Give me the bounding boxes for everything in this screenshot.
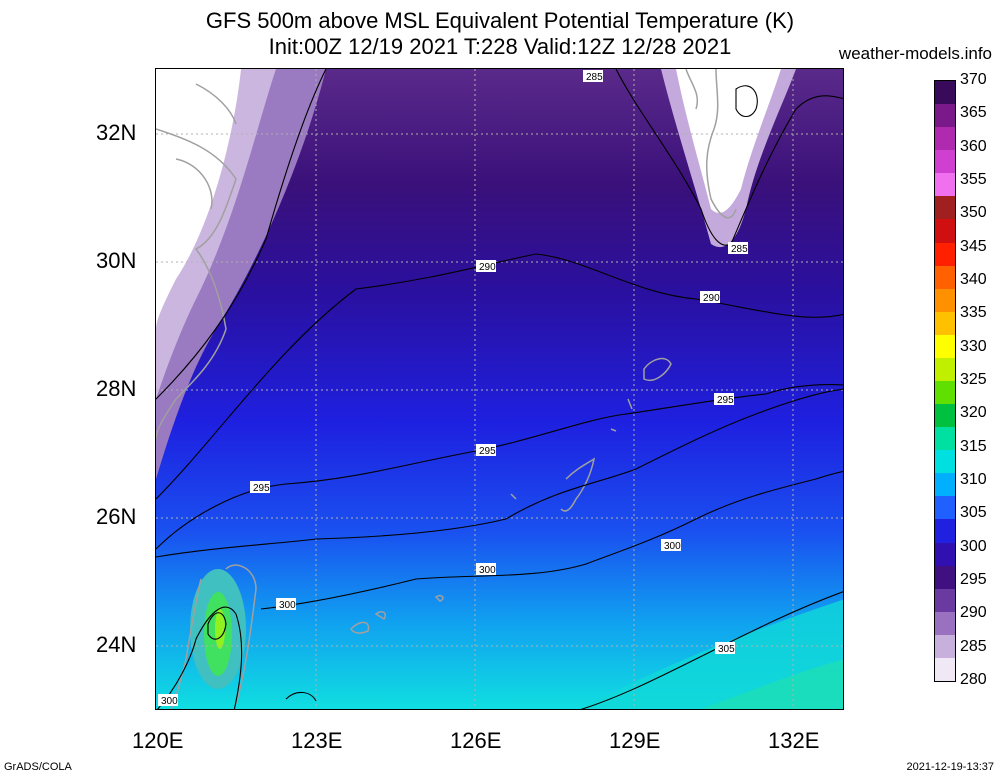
- lon-label-132e: 132E: [768, 728, 820, 753]
- chart-title: GFS 500m above MSL Equivalent Potential …: [0, 8, 1000, 60]
- colorbar-label: 355: [960, 171, 987, 188]
- colorbar-swatch: [935, 542, 955, 567]
- contour-label-285-east: 285: [731, 244, 748, 255]
- footer-timestamp: 2021-12-19-13:37: [906, 761, 994, 773]
- graticule: [156, 69, 843, 709]
- lon-label-123e: 123E: [291, 728, 343, 753]
- colorbar-swatch: [935, 242, 955, 267]
- colorbar-label: 280: [960, 671, 987, 688]
- colorbar-label: 350: [960, 204, 987, 222]
- colorbar-label: 325: [960, 371, 987, 388]
- lat-label-32n: 32N: [96, 120, 137, 145]
- site-credit: weather-models.info: [838, 44, 992, 63]
- colorbar-label: 285: [960, 637, 987, 655]
- colorbar-label: 320: [960, 404, 987, 422]
- colorbar-swatch: [935, 219, 955, 244]
- contour-label-305: 305: [718, 644, 735, 655]
- colorbar-swatch: [935, 381, 955, 405]
- contour-290: [156, 253, 843, 500]
- footer-software: GrADS/COLA: [4, 761, 72, 773]
- colorbar-label: 290: [960, 604, 987, 622]
- colorbar-swatch: [935, 173, 955, 197]
- colorbar-swatch: [935, 150, 955, 174]
- colorbar-swatch: [935, 196, 955, 220]
- contour-ne-loop: [735, 85, 758, 118]
- colorbar-swatch: [935, 265, 955, 290]
- colorbar-swatch: [935, 450, 955, 474]
- contour-label-295-east: 295: [717, 395, 734, 406]
- colorbar-swatch: [935, 404, 955, 428]
- colorbar-swatch: [935, 634, 955, 659]
- lon-label-120e: 120E: [132, 728, 184, 753]
- lat-label-30n: 30N: [96, 248, 137, 273]
- contour-labels: 285 285 290 290 295 295 295 300 300 300 …: [158, 70, 748, 707]
- colorbar-swatch: [935, 311, 955, 336]
- colorbar-swatch: [935, 588, 955, 613]
- colorbar-label: 335: [960, 304, 987, 322]
- title-line-2: Init:00Z 12/19 2021 T:228 Valid:12Z 12/2…: [268, 34, 732, 59]
- contour-small: [285, 691, 317, 702]
- colorbar-swatch: [935, 473, 955, 497]
- colorbar-label: 305: [960, 504, 987, 522]
- contour-300: [260, 470, 843, 610]
- colorbar-label: 340: [960, 271, 987, 288]
- contours: [156, 69, 843, 709]
- contour-285-west: [156, 69, 327, 400]
- colorbar-swatch: [935, 496, 955, 520]
- colorbar-label: 315: [960, 437, 987, 455]
- contour-label-285-top: 285: [586, 72, 603, 83]
- title-line-1: GFS 500m above MSL Equivalent Potential …: [205, 8, 795, 33]
- colorbar-swatch: [935, 288, 955, 313]
- colorbar-label: 310: [960, 471, 987, 488]
- colorbar-swatch: [935, 334, 955, 359]
- colorbar-swatch: [935, 127, 955, 151]
- colorbar-swatch: [935, 519, 955, 544]
- colorbar-label: 360: [960, 137, 987, 155]
- contour-label-300-west: 300: [279, 600, 296, 611]
- contour-305: [580, 591, 843, 709]
- colorbar-swatch: [935, 357, 955, 382]
- colorbar-label: 330: [960, 337, 987, 355]
- colorbar-label: 345: [960, 237, 987, 255]
- colorbar-swatch: [935, 427, 955, 451]
- colorbar-label: 295: [960, 571, 987, 588]
- colorbar-swatch: [935, 565, 955, 590]
- field-ne-white: [676, 69, 781, 213]
- lat-label-28n: 28N: [96, 376, 137, 401]
- colorbar-label: 365: [960, 104, 987, 122]
- contour-label-300-sw: 300: [161, 696, 178, 707]
- contour-taiwan-inner: [207, 612, 227, 640]
- contour-label-295-west: 295: [253, 483, 270, 494]
- contour-label-290-mid: 290: [479, 262, 496, 273]
- contour-295b: [156, 388, 843, 558]
- contour-300-taiwan: [156, 606, 243, 709]
- lon-label-129e: 129E: [609, 728, 661, 753]
- map-panel: 285 285 290 290 295 295 295 300 300 300 …: [155, 68, 844, 710]
- contour-label-290-east: 290: [703, 293, 720, 304]
- lat-label-26n: 26N: [96, 504, 137, 529]
- theta-e-map: 285 285 290 290 295 295 295 300 300 300 …: [156, 69, 843, 709]
- field-se-warmer: [701, 659, 843, 709]
- colorbar: [934, 80, 956, 682]
- contour-label-295-mid: 295: [479, 446, 496, 457]
- colorbar-swatch: [935, 657, 955, 682]
- colorbar-swatch: [935, 611, 955, 636]
- colorbar-label: 370: [960, 71, 987, 88]
- colorbar-swatch: [935, 81, 955, 105]
- contour-label-300-east: 300: [664, 541, 681, 552]
- lat-label-24n: 24N: [96, 632, 137, 657]
- lon-label-126e: 126E: [450, 728, 502, 753]
- coastlines: [156, 69, 737, 709]
- colorbar-label: 300: [960, 537, 987, 555]
- contour-label-300-mid: 300: [479, 565, 496, 576]
- colorbar-swatch: [935, 104, 955, 128]
